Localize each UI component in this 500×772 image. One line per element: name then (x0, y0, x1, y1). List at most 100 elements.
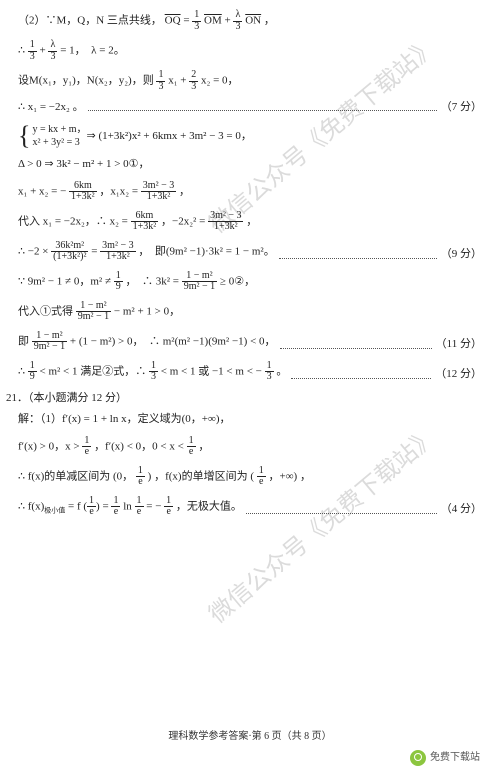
t: ( (250, 470, 254, 482)
line-16: ∴ f(x)的单减区间为 (0， 1e ) ，f(x)的单增区间为 ( 1e ，… (18, 466, 482, 488)
line-6: Δ > 0 ⇒ 3k² − m² + 1 > 0①， (18, 157, 482, 172)
t: ∴ f(x) (18, 500, 44, 512)
left-brace: { (18, 123, 30, 149)
frac: 3m² − 31+3k² (208, 211, 243, 233)
line-1: （2）∵M，Q，N 三点共线， OQ = 13 OM + λ3 ON ， (18, 10, 482, 32)
t: < m < 1 或 −1 < m < − (161, 365, 265, 377)
frac: 1e (257, 466, 266, 488)
t: ln (123, 500, 132, 512)
score-12: （12 分） (435, 367, 482, 382)
t: − m² + 1 > 0， (114, 305, 180, 317)
line-2: ∴ 13 + λ3 = 1， λ = 2。 (18, 40, 482, 62)
frac: 13 (28, 40, 37, 62)
line-10: ∵ 9m² − 1 ≠ 0，m² ≠ 19 ， ∴ 3k² = 1 − m²9m… (18, 271, 482, 293)
t: + (225, 15, 234, 27)
score-9: （9 分） (441, 247, 482, 262)
line-12: 即 1 − m²9m² − 1 + (1 − m²) > 0， ∴ m²(m² … (18, 331, 482, 353)
line-8: 代入 x₁ = −2x₂，∴ x₂ = 6km1+3k² ，−2x₂² = 3m… (18, 211, 482, 233)
t: ， (264, 15, 275, 27)
t: ，f(x)的单增区间为 (154, 470, 248, 482)
t: = (91, 245, 100, 257)
t: ∴ f(x)的单减区间为 (18, 470, 110, 482)
frac: 1e (82, 436, 91, 458)
frac: 19 (28, 361, 37, 383)
score-11: （11 分） (436, 337, 482, 352)
t: Δ > 0 ⇒ 3k² − m² + 1 > 0①， (18, 157, 150, 172)
t: ， (198, 440, 209, 452)
frac: 36k²m²(1+3k²)² (51, 241, 88, 263)
sys1: y = kx + m， (32, 123, 86, 136)
line-17: ∴ f(x)极小值 = f (1e) = 1e ln 1e = − 1e ，无极… (18, 496, 482, 518)
t: < m² < 1 满足②式，∴ (40, 365, 150, 377)
frac: 1e (135, 496, 144, 518)
sub: 极小值 (44, 506, 65, 514)
t: ， ∴ 3k² = (125, 275, 181, 287)
score-7: （7 分） (441, 100, 482, 115)
t: + (40, 45, 49, 57)
leader-dots (88, 103, 437, 111)
wechat-icon (410, 750, 426, 766)
t: 代入①式得 (18, 305, 76, 317)
vec-on: ON (245, 15, 261, 27)
line-11: 代入①式得 1 − m²9m² − 1 − m² + 1 > 0， (18, 301, 482, 323)
question-21-heading: 21．（本小题满分 12 分） (6, 391, 482, 406)
frac: 13 (149, 361, 158, 383)
t: ≥ 0②， (220, 275, 255, 287)
t: ，+∞) (269, 470, 298, 482)
t: ， (179, 185, 190, 197)
t: 解：（1）f′(x) = 1 + ln x，定义域为(0，+∞)， (18, 412, 230, 427)
t: ∵ 9m² − 1 ≠ 0，m² ≠ (18, 275, 114, 287)
line-4: ∴ x₁ = −2x₂ 。 （7 分） (18, 100, 482, 115)
t: ，x₁x₂ = (99, 185, 140, 197)
score-4: （4 分） (441, 502, 482, 517)
frac: 23 (189, 70, 198, 92)
frac: 1e (87, 496, 96, 518)
frac: 6km1+3k² (69, 181, 97, 203)
t: ， (246, 215, 257, 227)
signature-text: 免费下载站 (430, 751, 480, 765)
frac: 6km1+3k² (131, 211, 159, 233)
t: ，无极大值。 (176, 500, 242, 512)
line-3: 设M(x₁，y₁)，N(x₂，y₂)，则 13 x₁ + 23 x₂ = 0， (18, 70, 482, 92)
t: x₁ + (168, 75, 189, 87)
t: ， 即(9m² −1)·3k² = 1 − m²。 (138, 245, 274, 257)
line-7: x₁ + x₂ = − 6km1+3k² ，x₁x₂ = 3m² − 31+3k… (18, 181, 482, 203)
system: y = kx + m， x² + 3y² = 3 (32, 123, 86, 149)
sys2: x² + 3y² = 3 (32, 136, 86, 149)
frac: 1 − m²9m² − 1 (32, 331, 67, 353)
frac: 13 (265, 361, 274, 383)
page-footer: 理科数学参考答案·第 6 页（共 8 页） (0, 730, 500, 744)
frac: 1e (187, 436, 196, 458)
frac: 3m² − 31+3k² (141, 181, 176, 203)
t: x₁ + x₂ = − (18, 185, 66, 197)
t: f′(x) > 0，x > (18, 440, 82, 452)
leader-dots (291, 371, 431, 379)
t: ∴ x₁ = −2x₂ 。 (18, 100, 84, 115)
t: = f (68, 500, 81, 512)
leader-dots (279, 251, 437, 259)
t: ⇒ (1+3k²)x² + 6kmx + 3m² − 3 = 0， (87, 129, 252, 144)
leader-dots (246, 506, 437, 514)
frac: 1e (164, 496, 173, 518)
t: ) (148, 470, 152, 482)
t: （2）∵M，Q，N 三点共线， (18, 15, 162, 27)
line-5: { y = kx + m， x² + 3y² = 3 ⇒ (1+3k²)x² +… (18, 123, 482, 149)
frac-l-3: λ3 (233, 10, 242, 32)
t: x₂ = 0， (201, 75, 239, 87)
t: + (1 − m²) > 0， ∴ m²(m² −1)(9m² −1) < 0， (70, 335, 276, 347)
frac: 1 − m²9m² − 1 (76, 301, 111, 323)
t: 21．（本小题满分 12 分） (6, 391, 127, 406)
t: ∴ −2 × (18, 245, 51, 257)
line-15: f′(x) > 0，x > 1e ，f′(x) < 0，0 < x < 1e ， (18, 436, 482, 458)
signature-label: 免费下载站 (410, 750, 480, 766)
frac: 3m² − 31+3k² (100, 241, 135, 263)
t: ∴ (18, 365, 28, 377)
frac: λ3 (48, 40, 57, 62)
frac: 13 (156, 70, 165, 92)
t: = − (146, 500, 161, 512)
t: ∴ (18, 45, 28, 57)
t: = 1， λ = 2。 (60, 45, 125, 57)
frac: 19 (114, 271, 123, 293)
t: = (102, 500, 111, 512)
leader-dots (280, 341, 432, 349)
